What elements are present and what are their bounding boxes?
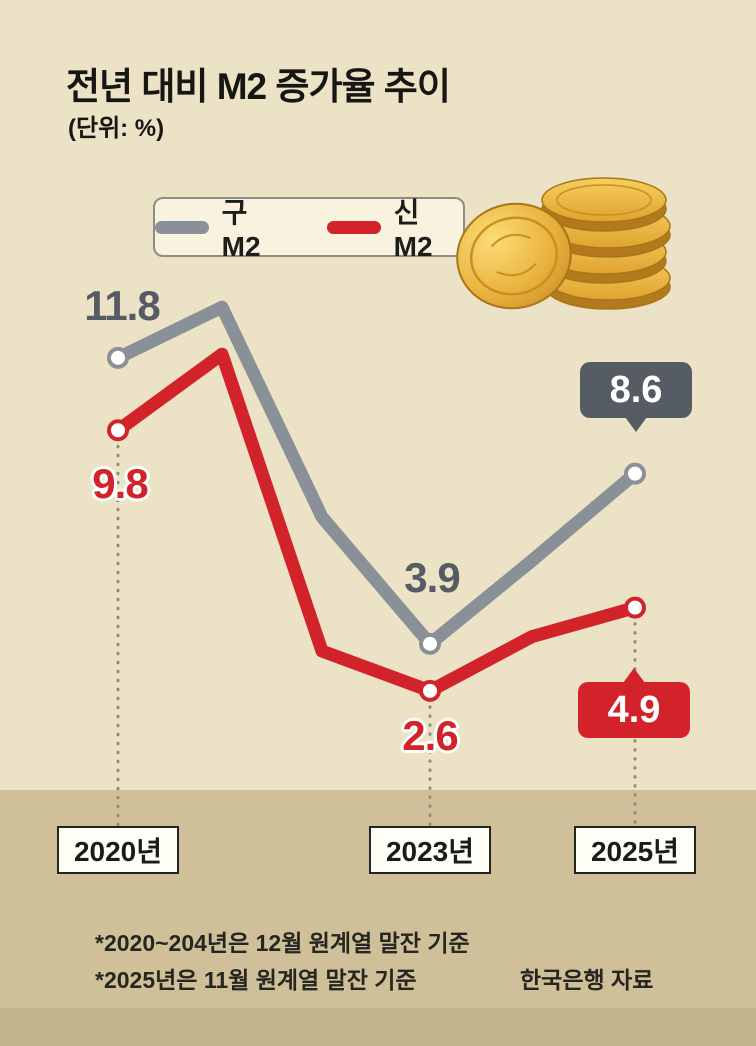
footnote-1: *2020~204년은 12월 원계열 말잔 기준 [95,930,470,956]
legend-item-old-m2: 구 M2 [155,191,291,263]
data-point-marker [107,419,129,442]
red-line-swatch-icon [327,220,381,234]
page-title: 전년 대비 M2 증가율 추이 [66,66,451,107]
legend-label-old-m2: 구 M2 [221,197,261,262]
callout-old-2025: 8.6 [580,362,692,432]
value-label-old-2020: 11.8 [84,282,160,329]
coins-illustration [452,160,680,316]
footnote-2: *2025년은 11월 원계열 말잔 기준 [95,967,417,993]
legend: 구 M2 신 M2 [153,197,465,262]
data-point-marker [624,462,646,485]
x-axis-label-2025: 2025년 [574,826,696,874]
callout-new-2025-value: 4.9 [607,688,661,731]
legend-label-new-m2: 신 M2 [393,197,433,262]
bottom-band-dark [0,1008,756,1046]
data-point-marker [107,346,129,369]
x-axis-label-2020: 2020년 [57,826,179,874]
data-point-marker [419,632,441,655]
series-line [111,300,642,651]
value-label-new-2020: 9.8 [92,460,148,507]
unit-label: (단위: %) [68,115,165,142]
callout-down-pointer-icon [625,417,647,432]
data-point-marker [419,679,441,702]
callout-old-2025-value: 8.6 [609,368,663,411]
callout-new-2025: 4.9 [578,668,690,738]
value-label-new-2023: 2.6 [402,712,458,759]
callout-up-pointer-icon [623,668,645,683]
x-axis-label-2023: 2023년 [369,826,491,874]
gray-line-swatch-icon [155,220,209,234]
data-point-marker [624,596,646,619]
value-label-old-2023: 3.9 [404,554,460,601]
series-line [111,347,642,698]
legend-item-new-m2: 신 M2 [327,191,463,263]
source-credit: 한국은행 자료 [520,967,654,993]
